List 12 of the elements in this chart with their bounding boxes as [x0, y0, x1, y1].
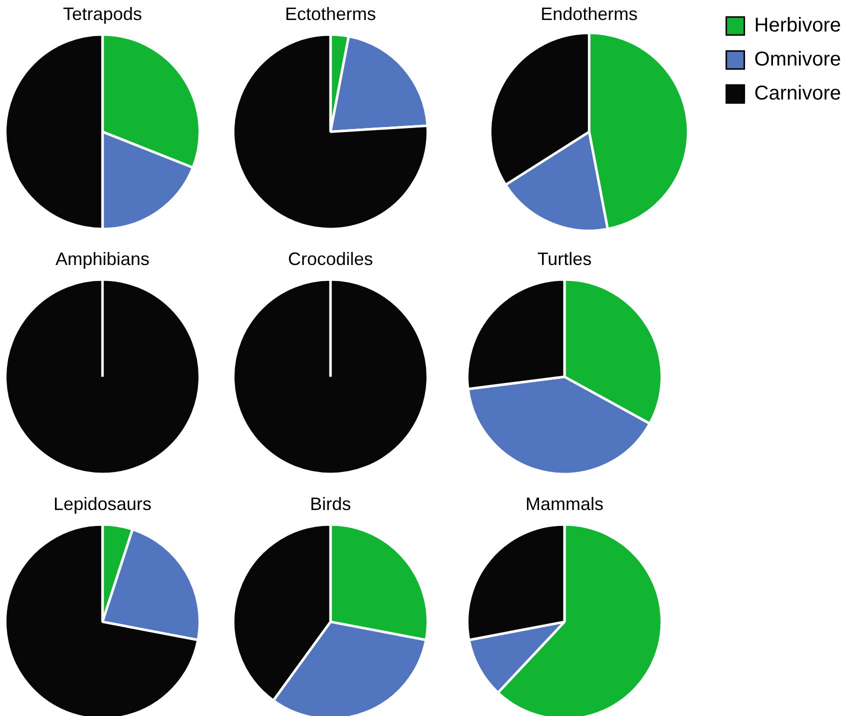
chart-title: Endotherms: [540, 4, 638, 24]
legend-label: Herbivore: [754, 14, 842, 37]
chart-title: Crocodiles: [288, 248, 374, 269]
chart-title: Turtles: [537, 248, 592, 269]
chart-title: Lepidosaurs: [53, 494, 152, 514]
chart-title: Tetrapods: [62, 4, 142, 24]
chart-title: Mammals: [525, 494, 604, 514]
chart-title: Birds: [310, 494, 352, 514]
chart-title: Amphibians: [55, 248, 150, 269]
chart-title: Ectotherms: [284, 4, 376, 24]
legend-label: Carnivore: [754, 82, 842, 105]
legend-label: Omnivore: [754, 48, 842, 71]
